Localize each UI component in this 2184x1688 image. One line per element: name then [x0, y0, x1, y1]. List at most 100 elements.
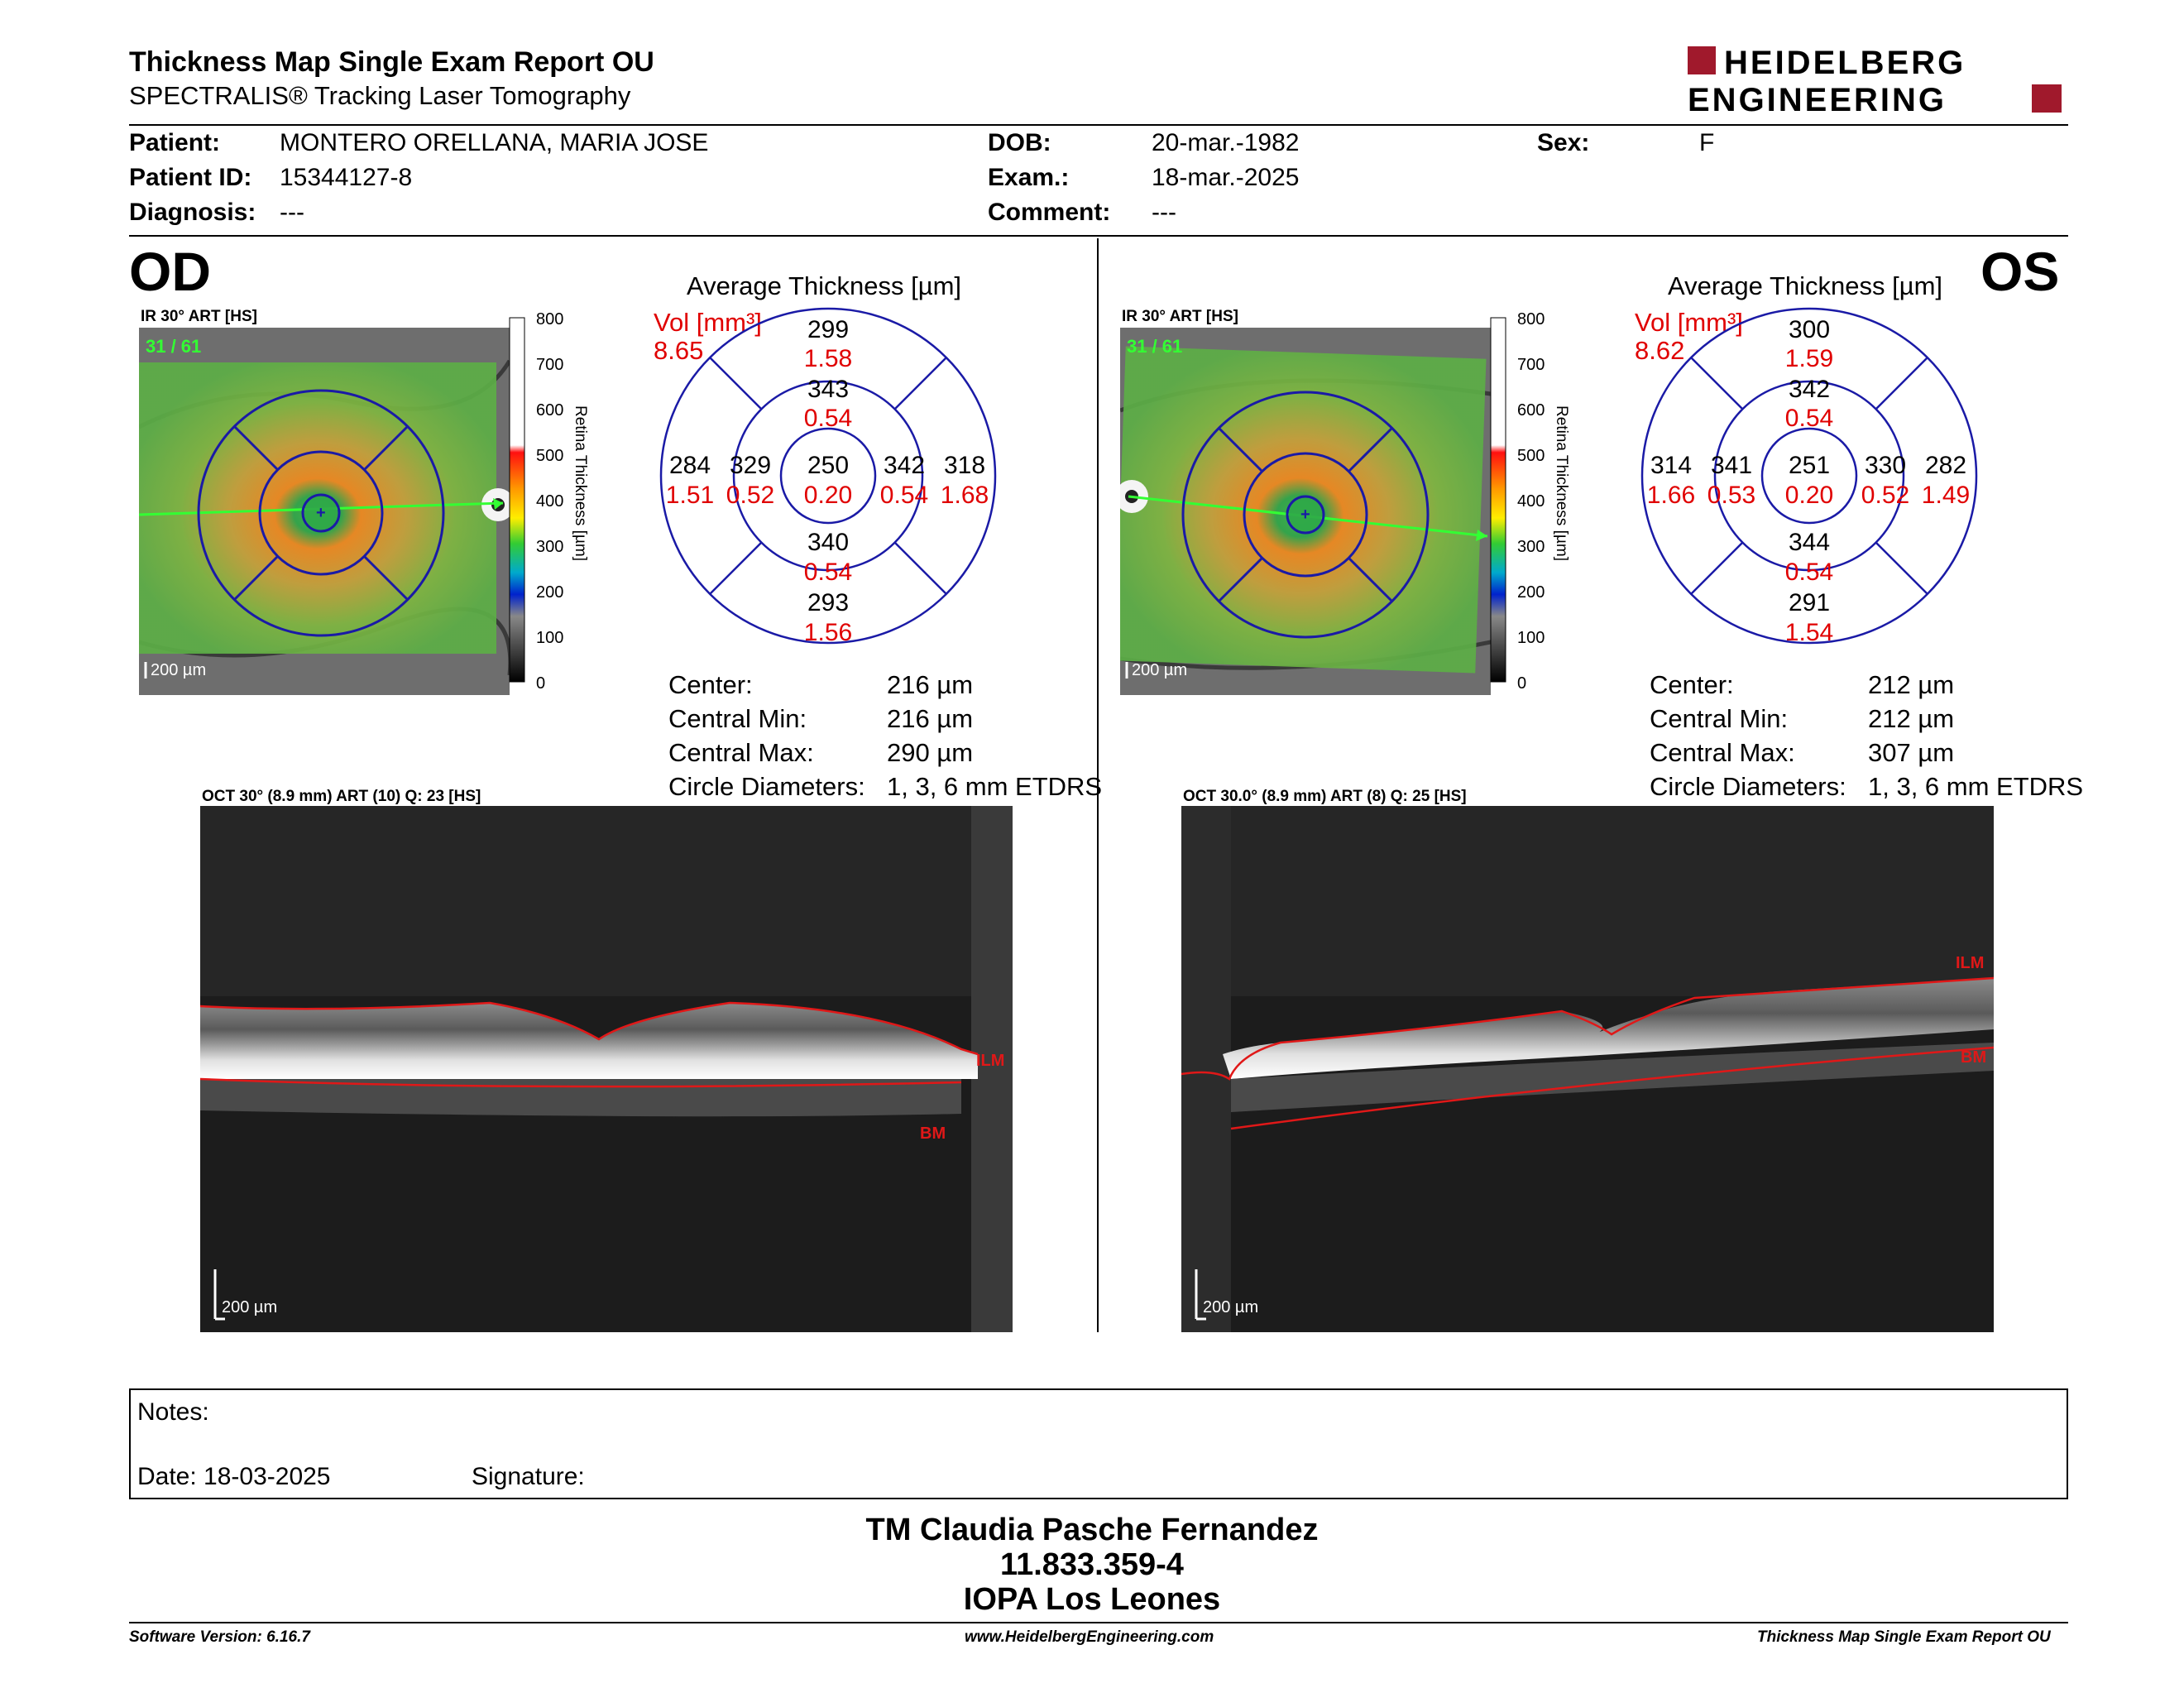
od-center-thickness: 250 [807, 452, 849, 479]
od-label: OD [129, 241, 211, 302]
os-diam-value: 1, 3, 6 mm ETDRS [1868, 772, 2084, 801]
scale-tick: 100 [536, 629, 563, 647]
od-outer-right-volume: 1.68 [941, 482, 989, 509]
patient-id-label: Patient ID: [129, 164, 252, 191]
scale-tick: 700 [1517, 356, 1545, 374]
od-inner-inf-volume: 0.54 [804, 559, 852, 586]
patient-label: Patient: [129, 129, 221, 156]
sex-value: F [1699, 129, 1715, 156]
diagnosis-label: Diagnosis: [129, 199, 256, 226]
scale-tick: 300 [1517, 538, 1545, 556]
eye-separator [1097, 238, 1099, 1332]
software-version: Software Version: 6.16.7 [129, 1628, 310, 1646]
od-diam-label: Circle Diameters: [668, 772, 865, 801]
os-bm-label: BM [1961, 1048, 1986, 1067]
os-outer-right-thickness: 282 [1925, 452, 1966, 479]
od-outer-sup-volume: 1.58 [804, 345, 852, 372]
header-divider [129, 124, 2068, 126]
exam-value: 18-mar.-2025 [1152, 164, 1300, 191]
os-diam-label: Circle Diameters: [1650, 772, 1846, 801]
os-ir-scale: 200 µm [1132, 661, 1187, 679]
os-oct-header: OCT 30.0° (8.9 mm) ART (8) Q: 25 [HS] [1183, 788, 1467, 805]
heidelberg-logo: HEIDELBERG ENGINEERING [1688, 45, 2062, 116]
os-max-label: Central Max: [1650, 738, 1795, 767]
notes-label: Notes: [137, 1398, 209, 1426]
scale-tick: 300 [536, 538, 563, 556]
od-center-volume: 0.20 [804, 482, 852, 509]
report-title: Thickness Map Single Exam Report OU [129, 46, 654, 78]
os-inner-sup-volume: 0.54 [1785, 405, 1833, 432]
scale-tick: 0 [1517, 674, 1526, 693]
patient-id: 15344127-8 [280, 164, 413, 191]
od-ir-header: IR 30° ART [HS] [141, 308, 257, 325]
od-oct-scale: 200 µm [222, 1298, 277, 1316]
od-avg-title: Average Thickness [µm] [687, 271, 962, 300]
scale-tick: 600 [536, 401, 563, 420]
os-outer-sup-volume: 1.59 [1785, 345, 1833, 372]
od-inner-left-volume: 0.52 [726, 482, 774, 509]
logo-line1: HEIDELBERG [1724, 45, 1966, 81]
svg-text:+: + [316, 504, 326, 522]
od-outer-inf-volume: 1.56 [804, 619, 852, 645]
scale-tick: 500 [1517, 447, 1545, 465]
os-center-thickness: 251 [1789, 452, 1830, 479]
os-inner-inf-volume: 0.54 [1785, 559, 1833, 586]
scale-tick: 200 [1517, 583, 1545, 602]
os-center-value: 212 µm [1868, 670, 1955, 699]
os-inner-left-volume: 0.53 [1707, 482, 1755, 509]
os-etdrs-grid: 300 1.59 342 0.54 251 0.20 341 0.53 330 … [1640, 307, 1978, 645]
scale-tick: 700 [536, 356, 563, 374]
od-center-label: Center: [668, 670, 753, 699]
institution-name: IOPA Los Leones [963, 1582, 1221, 1617]
od-center-value: 216 µm [887, 670, 974, 699]
od-inner-sup-thickness: 343 [807, 376, 849, 403]
sex-label: Sex: [1537, 129, 1590, 156]
scale-tick: 800 [1517, 310, 1545, 328]
od-inner-right-thickness: 342 [884, 452, 925, 479]
os-oct-scale: 200 µm [1203, 1298, 1258, 1316]
logo-line2: ENGINEERING [1688, 82, 1947, 116]
od-frame-counter: 31 / 61 [146, 336, 201, 357]
footer-report-name: Thickness Map Single Exam Report OU [1757, 1628, 2051, 1646]
os-max-value: 307 µm [1868, 738, 1955, 767]
os-center-volume: 0.20 [1785, 482, 1833, 509]
comment-value: --- [1152, 199, 1176, 226]
os-outer-left-volume: 1.66 [1647, 482, 1695, 509]
date-label: Date: 18-03-2025 [137, 1463, 331, 1490]
report-subtitle: SPECTRALIS® Tracking Laser Tomography [129, 81, 631, 110]
os-outer-left-thickness: 314 [1650, 452, 1692, 479]
od-max-label: Central Max: [668, 738, 814, 767]
od-inner-right-volume: 0.54 [880, 482, 928, 509]
od-max-value: 290 µm [887, 738, 974, 767]
od-oct-header: OCT 30° (8.9 mm) ART (10) Q: 23 [HS] [202, 788, 481, 805]
scale-tick: 0 [536, 674, 545, 693]
os-outer-inf-thickness: 291 [1789, 589, 1830, 616]
dob-label: DOB: [988, 129, 1051, 156]
od-diam-value: 1, 3, 6 mm ETDRS [887, 772, 1103, 801]
diagnosis-value: --- [280, 199, 304, 226]
scale-label: Retina Thickness [µm] [1553, 405, 1570, 561]
os-inner-inf-thickness: 344 [1789, 529, 1830, 556]
od-outer-sup-thickness: 299 [807, 316, 849, 343]
website-link[interactable]: www.HeidelbergEngineering.com [965, 1628, 1214, 1646]
os-label: OS [1980, 241, 2060, 302]
os-outer-inf-volume: 1.54 [1785, 619, 1833, 645]
os-center-label: Center: [1650, 670, 1734, 699]
os-min-label: Central Min: [1650, 704, 1789, 733]
os-outer-right-volume: 1.49 [1922, 482, 1970, 509]
os-min-value: 212 µm [1868, 704, 1955, 733]
od-outer-right-thickness: 318 [944, 452, 985, 479]
os-color-scale: 800 700 600 500 400 300 200 100 0 Retina… [1490, 310, 1570, 693]
scale-tick: 200 [536, 583, 563, 602]
dob-value: 20-mar.-1982 [1152, 129, 1300, 156]
comment-label: Comment: [988, 199, 1111, 226]
os-ir-header: IR 30° ART [HS] [1122, 308, 1238, 325]
scale-tick: 400 [1517, 492, 1545, 511]
os-frame-counter: 31 / 61 [1127, 336, 1182, 357]
od-outer-inf-thickness: 293 [807, 589, 849, 616]
od-ilm-label: ILM [976, 1052, 1004, 1070]
os-thickness-map: + 31 / 61 200 µm [1120, 328, 1491, 695]
od-min-value: 216 µm [887, 704, 974, 733]
scale-tick: 100 [1517, 629, 1545, 647]
od-ir-scale: 200 µm [151, 661, 206, 679]
